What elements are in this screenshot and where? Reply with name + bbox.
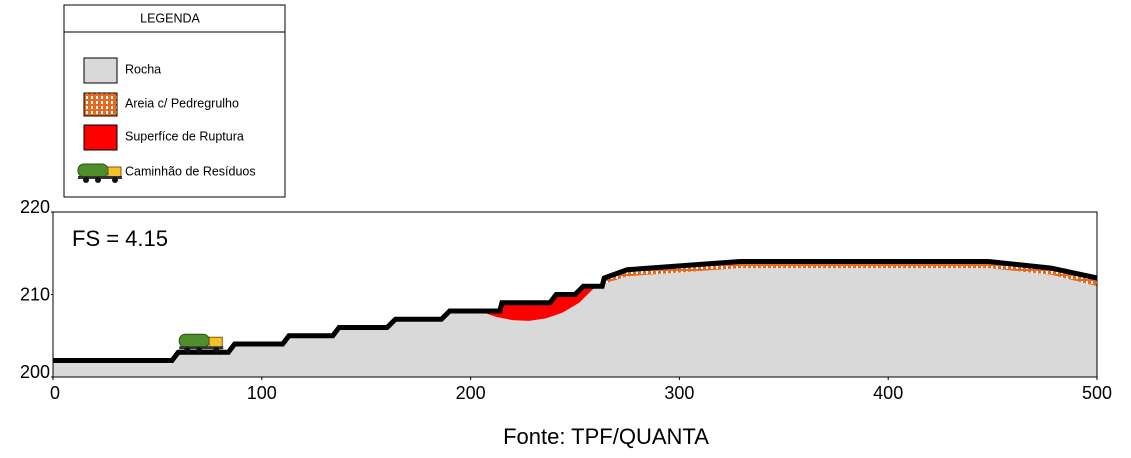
legend-label: Superfíce de Ruptura [125,129,244,143]
truck-chassis [179,346,224,350]
legend-label: Caminhão de Resíduos [125,164,256,178]
legend-swatch [83,124,118,151]
x-tick-label: 300 [664,383,694,403]
y-tick-label: 200 [20,362,50,382]
truck-wheel [83,177,89,183]
truck-wheel [196,347,203,354]
x-tick-label: 0 [50,383,60,403]
truck [178,333,224,354]
source: Fonte: TPF/QUANTA [503,424,709,449]
legend-swatch [83,57,118,84]
truck-wheel [213,347,220,354]
x-tick-label: 400 [873,383,903,403]
legend-swatch [83,92,118,117]
y-tick-label: 220 [20,197,50,217]
legend: Rocha Areia c/ Pedregrulho Superfíce de Ru… [77,57,256,183]
legend-label: Rocha [125,62,161,76]
legend-label: Areia c/ Pedregrulho [125,96,239,110]
truck-tank [77,163,109,178]
legend-title: LEGENDA [140,11,200,25]
ground-line [53,259,1098,363]
truck-wheel [112,177,118,183]
legend-swatch [77,163,122,183]
y-tick-label: 210 [20,284,50,304]
truck-wheel [95,177,101,183]
rock-area [53,268,1097,377]
plot [53,259,1098,377]
truck-wheel [184,347,191,354]
annotation: FS = 4.15 [72,226,168,251]
x-tick-label: 100 [247,383,277,403]
truck-tank [178,333,210,348]
truck-chassis [78,176,122,179]
x-tick-label: 200 [456,383,486,403]
sand-layer [604,261,1097,287]
x-tick-label: 500 [1082,383,1112,403]
